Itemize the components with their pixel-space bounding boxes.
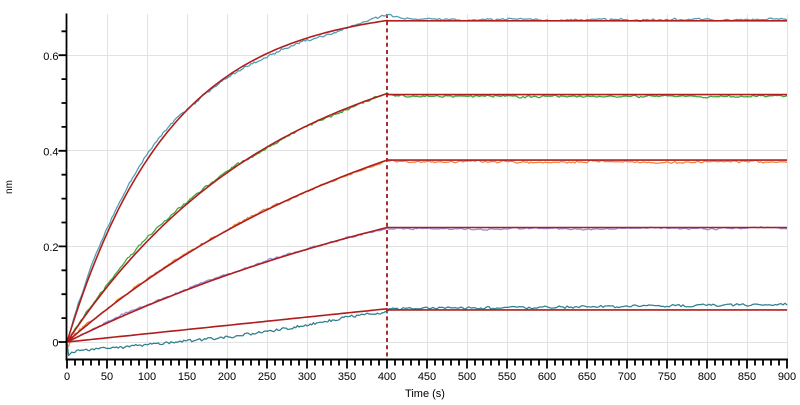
svg-text:nm: nm <box>4 180 15 194</box>
svg-text:650: 650 <box>578 371 596 383</box>
svg-text:0.6: 0.6 <box>43 51 58 63</box>
svg-text:0.4: 0.4 <box>43 147 58 159</box>
svg-text:700: 700 <box>618 371 636 383</box>
svg-text:0: 0 <box>52 338 58 350</box>
svg-text:150: 150 <box>178 371 196 383</box>
svg-text:200: 200 <box>218 371 236 383</box>
svg-text:50: 50 <box>101 371 113 383</box>
svg-text:250: 250 <box>258 371 276 383</box>
svg-text:0: 0 <box>64 371 70 383</box>
svg-text:850: 850 <box>738 371 756 383</box>
svg-text:0.2: 0.2 <box>43 242 58 254</box>
svg-text:900: 900 <box>778 371 796 383</box>
svg-text:350: 350 <box>338 371 356 383</box>
svg-text:100: 100 <box>138 371 156 383</box>
svg-text:500: 500 <box>458 371 476 383</box>
svg-text:Time (s): Time (s) <box>405 388 445 400</box>
svg-text:800: 800 <box>698 371 716 383</box>
svg-text:400: 400 <box>378 371 396 383</box>
svg-text:450: 450 <box>418 371 436 383</box>
svg-text:550: 550 <box>498 371 516 383</box>
svg-text:600: 600 <box>538 371 556 383</box>
svg-text:750: 750 <box>658 371 676 383</box>
svg-text:300: 300 <box>298 371 316 383</box>
